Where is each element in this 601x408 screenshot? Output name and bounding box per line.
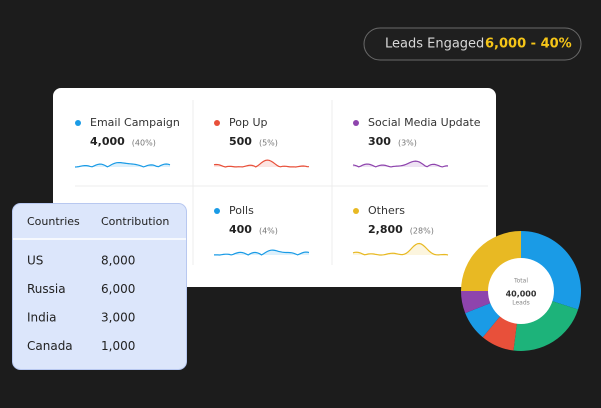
legend-dot	[214, 208, 220, 214]
donut-segment	[465, 302, 501, 338]
table-cell: Canada	[27, 339, 73, 353]
donut-segment	[461, 231, 521, 291]
table-cell: 1,000	[101, 339, 135, 353]
table-cell: 3,000	[101, 311, 135, 325]
channel-name: Email Campaign	[90, 116, 180, 129]
channel-share: (3%)	[398, 139, 417, 148]
table-cell: India	[27, 311, 56, 325]
table-cell: 8,000	[101, 254, 135, 268]
channel-share: (28%)	[410, 227, 434, 236]
badge-label: Leads Engaged	[385, 37, 484, 52]
donut-label: Leads	[512, 300, 530, 307]
channel-name: Others	[368, 204, 405, 217]
table-card	[12, 203, 187, 370]
channel-value: 400	[229, 223, 252, 236]
sparkline	[213, 159, 310, 168]
sparkline	[74, 162, 171, 168]
donut-segment	[461, 291, 492, 314]
donut-segment	[513, 300, 579, 352]
sparkline-area	[214, 160, 309, 167]
donut-segment	[482, 315, 517, 351]
channel-value: 4,000	[90, 135, 125, 148]
channel-value: 2,800	[368, 223, 403, 236]
channel-value: 500	[229, 135, 252, 148]
sparkline	[214, 249, 310, 256]
channel-share: (4%)	[259, 227, 278, 236]
channel-share: (40%)	[132, 139, 156, 148]
sparkline-area	[214, 250, 309, 255]
table-header: Contribution	[101, 215, 169, 228]
badge-value: 6,000 - 40%	[485, 37, 572, 52]
legend-dot	[214, 120, 220, 126]
legend-dot	[75, 120, 81, 126]
sparkline	[352, 242, 449, 256]
channel-share: (5%)	[259, 139, 278, 148]
sparkline-area	[75, 162, 170, 167]
channel-name: Polls	[229, 204, 254, 217]
table-header: Countries	[27, 215, 80, 228]
table-cell: US	[27, 254, 43, 268]
legend-dot	[353, 208, 359, 214]
donut-center	[488, 258, 554, 324]
donut-label: Total	[513, 278, 528, 285]
badge	[363, 27, 582, 61]
channel-name: Pop Up	[229, 116, 268, 129]
channel-value: 300	[368, 135, 391, 148]
table-cell: Russia	[27, 282, 66, 296]
legend-dot	[353, 120, 359, 126]
sparkline	[352, 160, 448, 168]
donut-segment	[521, 231, 581, 310]
donut-value: 40,000	[506, 290, 537, 299]
table-cell: 6,000	[101, 282, 135, 296]
channel-name: Social Media Update	[368, 116, 481, 129]
